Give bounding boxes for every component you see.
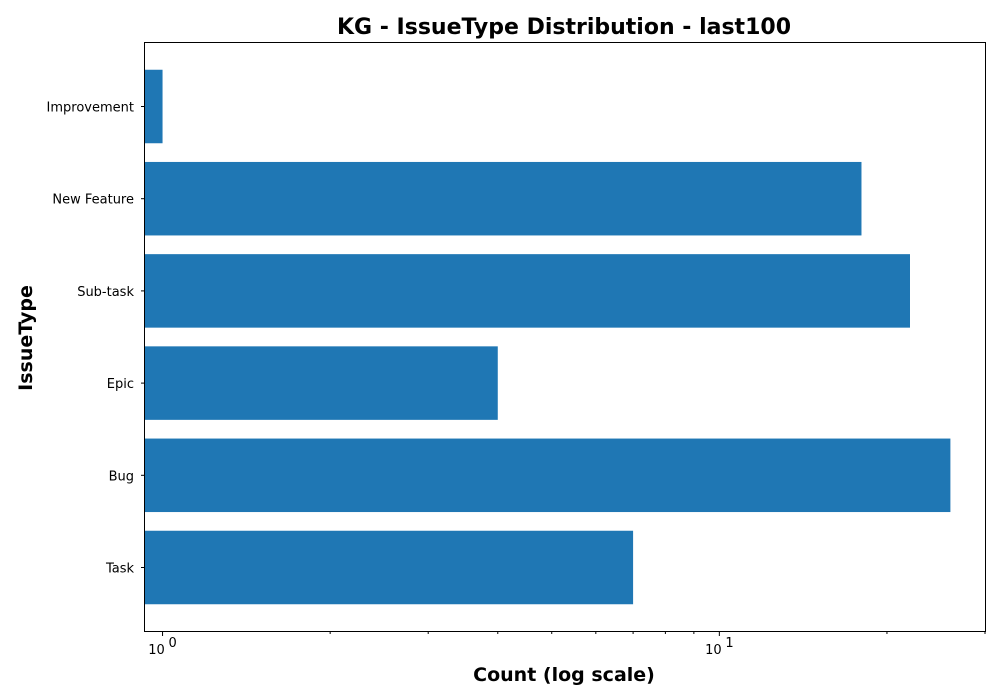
y-tick-label-epic: Epic <box>107 377 134 392</box>
bar-epic <box>145 346 498 420</box>
x-tick-exponent: 1 <box>725 636 733 651</box>
bars-layer <box>145 69 951 605</box>
bar-bug <box>145 438 951 513</box>
y-axis-label: IssueType <box>15 285 37 391</box>
y-tick-label-task: Task <box>105 562 135 577</box>
x-axis-label: Count (log scale) <box>473 664 655 686</box>
y-tick-label-sub-task: Sub-task <box>77 285 134 300</box>
y-tick-label-new-feature: New Feature <box>52 193 134 208</box>
chart-title: KG - IssueType Distribution - last100 <box>337 15 791 40</box>
bar-improvement <box>145 69 163 144</box>
bar-new-feature <box>145 161 862 236</box>
ticks-layer: Task Bug Epic Sub-task New Feature Improvemen… <box>47 101 986 658</box>
y-tick-label-bug: Bug <box>109 469 134 484</box>
x-tick-label: 10 <box>148 643 165 658</box>
bar-sub-task <box>145 254 911 328</box>
y-tick-label-improvement: Improvement <box>47 101 134 116</box>
x-tick-exponent: 0 <box>169 636 177 651</box>
x-tick-label: 10 <box>705 643 722 658</box>
bar-task <box>145 530 634 605</box>
plot-frame <box>144 42 986 632</box>
